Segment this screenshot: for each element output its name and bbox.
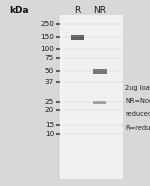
Bar [59,15,123,179]
Text: kDa: kDa [10,6,29,15]
Text: 2ug loading: 2ug loading [125,85,150,91]
Text: R: R [74,6,80,15]
Text: NR=Non-: NR=Non- [125,98,150,104]
Text: 20: 20 [45,107,54,113]
Text: reduced: reduced [125,111,150,117]
Text: NR: NR [93,6,106,15]
Bar [93,69,106,74]
Text: R=reduced: R=reduced [125,125,150,131]
Text: 15: 15 [45,122,54,128]
Bar [71,35,84,40]
Text: 25: 25 [45,99,54,105]
Bar [93,101,106,104]
Bar [71,36,83,37]
Text: 37: 37 [45,79,54,85]
Text: 150: 150 [40,34,54,40]
Text: 75: 75 [45,55,54,61]
Text: 100: 100 [40,46,54,52]
Bar [93,70,106,71]
Text: 250: 250 [40,21,54,27]
Bar [94,101,106,102]
Text: 50: 50 [45,68,54,74]
Text: 10: 10 [45,131,54,137]
